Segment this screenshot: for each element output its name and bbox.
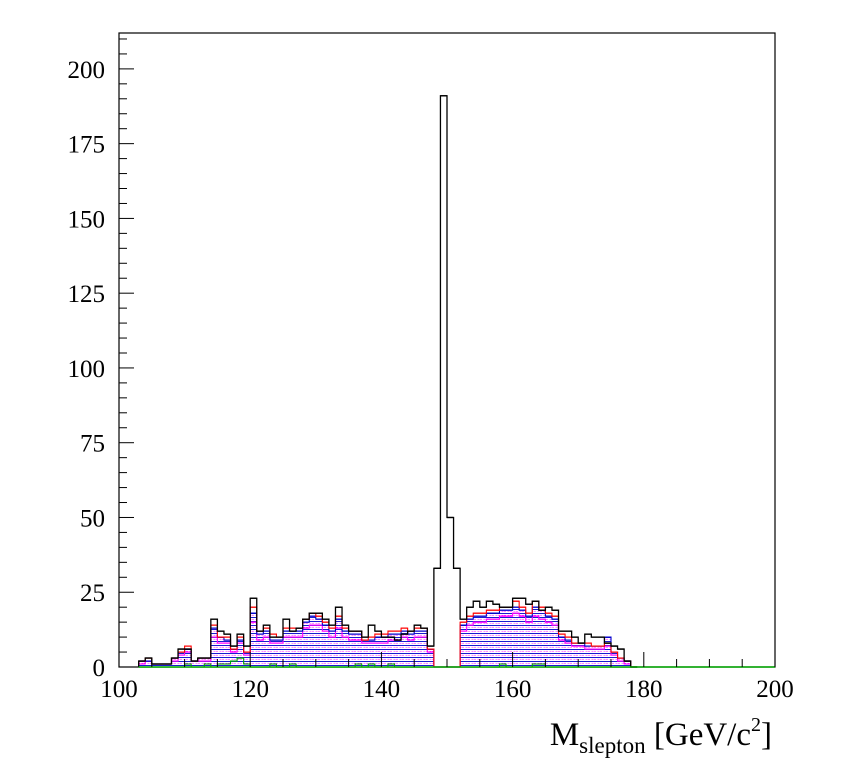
x-tick-label: 160: [494, 676, 532, 703]
axis-layer: [118, 38, 776, 668]
tick-label-layer: 0 25 50 75 100 125 150 175 200 100 120 140 160 180 200: [68, 57, 794, 703]
x-axis-label-subscript: slepton: [579, 733, 646, 758]
series-outline-red: [138, 600, 638, 668]
y-tick-label: 25: [80, 580, 105, 607]
x-tick-label: 180: [625, 676, 663, 703]
y-tick-label: 175: [68, 132, 106, 159]
series-outline-magenta: [138, 612, 638, 668]
x-axis-label-main: M: [550, 717, 579, 753]
y-tick-label: 75: [80, 431, 105, 458]
series-data: [138, 95, 638, 668]
x-axis-label-superscript: 2: [751, 714, 761, 736]
x-tick-label: 140: [363, 676, 401, 703]
series-layer: [138, 95, 775, 668]
y-tick-label: 100: [68, 356, 106, 383]
x-tick-label: 200: [756, 676, 794, 703]
x-axis-label: Mslepton [GeV/c2]: [550, 714, 772, 758]
y-tick-label: 125: [68, 281, 106, 308]
series-outline-data: [138, 95, 638, 668]
y-tick-label: 50: [80, 505, 105, 532]
x-axis-label-close: ]: [761, 717, 772, 753]
y-tick-label: 200: [68, 57, 106, 84]
x-tick-label: 100: [100, 676, 138, 703]
x-tick-label: 120: [231, 676, 269, 703]
y-tick-label: 0: [93, 655, 106, 682]
y-tick-label: 150: [68, 206, 106, 233]
x-axis-label-unit: [GeV/c: [646, 717, 751, 753]
